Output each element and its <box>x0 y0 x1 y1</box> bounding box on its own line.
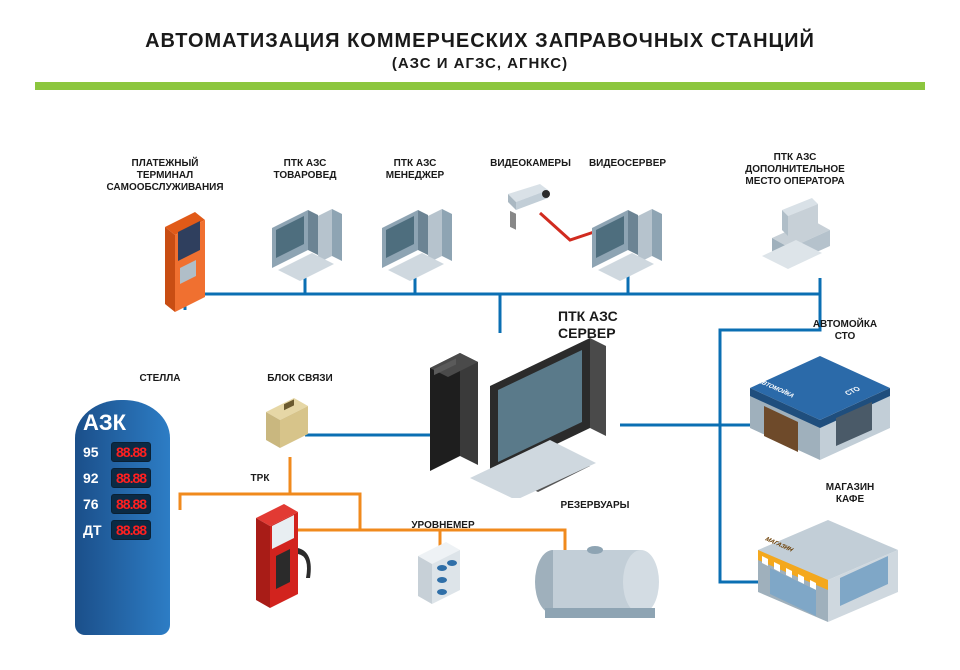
label-stella: СТЕЛЛА <box>125 373 195 385</box>
shop-icon: МАГАЗИН <box>748 512 908 637</box>
label-camera: ВИДЕОКАМЕРЫ <box>483 158 578 170</box>
kiosk-icon <box>150 202 220 327</box>
price: 88.88 <box>111 468 151 488</box>
price-row: 76 88.88 <box>83 494 162 514</box>
videoserver-icon <box>582 188 677 288</box>
grade: ДТ <box>83 522 105 538</box>
price: 88.88 <box>111 442 151 462</box>
label-shop: МАГАЗИН КАФЕ <box>800 482 900 506</box>
label-level: УРОВНЕМЕР <box>398 520 488 532</box>
server-icon <box>420 328 630 503</box>
price: 88.88 <box>111 520 151 540</box>
grade: 95 <box>83 444 105 460</box>
pc2-icon <box>372 188 467 288</box>
label-carwash: АВТОМОЙКА СТО <box>795 319 895 343</box>
price: 88.88 <box>111 494 151 514</box>
pc1-icon <box>262 188 357 288</box>
camera-icon <box>500 180 560 235</box>
price-row: 92 88.88 <box>83 468 162 488</box>
price-sign: АЗК 95 88.88 92 88.88 76 88.88 ДТ 88.88 <box>75 400 170 635</box>
pos-icon <box>752 198 852 293</box>
grade: 92 <box>83 470 105 486</box>
price-sign-title: АЗК <box>83 410 162 436</box>
label-tanks: РЕЗЕРВУАРЫ <box>545 500 645 512</box>
label-pc2: ПТК АЗС МЕНЕДЖЕР <box>370 158 460 182</box>
pump-icon <box>248 488 328 643</box>
tank-icon <box>515 520 675 635</box>
grade: 76 <box>83 496 105 512</box>
label-videoserver: ВИДЕОСЕРВЕР <box>580 158 675 170</box>
page-subtitle: (АЗС И АГЗС, АГНКС) <box>0 55 960 72</box>
label-kiosk: ПЛАТЕЖНЫЙ ТЕРМИНАЛ САМООБСЛУЖИВАНИЯ <box>95 158 235 194</box>
carwash-icon: АВТОМОЙКА СТО <box>740 348 900 473</box>
accent-bar <box>35 82 925 90</box>
label-trk: ТРК <box>240 473 280 485</box>
label-pos: ПТК АЗС ДОПОЛНИТЕЛЬНОЕ МЕСТО ОПЕРАТОРА <box>725 152 865 188</box>
page-title: АВТОМАТИЗАЦИЯ КОММЕРЧЕСКИХ ЗАПРАВОЧНЫХ С… <box>0 30 960 53</box>
level-icon <box>412 538 472 619</box>
price-row: 95 88.88 <box>83 442 162 462</box>
label-relay: БЛОК СВЯЗИ <box>255 373 345 385</box>
label-pc1: ПТК АЗС ТОВАРОВЕД <box>260 158 350 182</box>
price-row: ДТ 88.88 <box>83 520 162 540</box>
relay-icon <box>260 392 320 462</box>
